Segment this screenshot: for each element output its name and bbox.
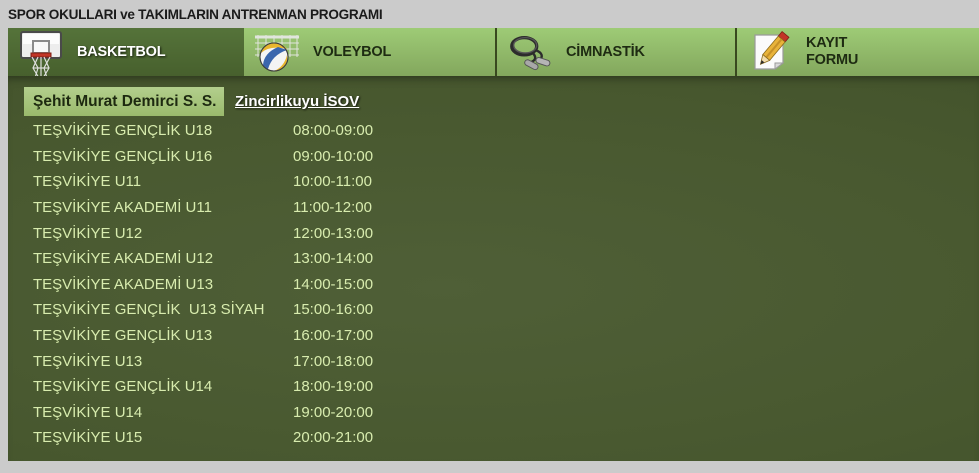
- sport-tab-bar: BASKETBOL: [8, 28, 979, 79]
- team-name: TEŞVİKİYE U15: [33, 429, 143, 447]
- schedule-row: TEŞVİKİYE U14 19:00-20:00: [33, 400, 979, 426]
- tab-label-cimnastik: CİMNASTİK: [566, 43, 645, 60]
- schedule-row: TEŞVİKİYE AKADEMİ U12 13:00-14:00: [33, 246, 979, 272]
- location-selected[interactable]: Şehit Murat Demirci S. S.: [24, 87, 224, 116]
- pencil-form-icon: [747, 28, 793, 76]
- schedule-row: TEŞVİKİYE AKADEMİ U13 14:00-15:00: [33, 272, 979, 298]
- session-time: 20:00-21:00: [293, 429, 374, 447]
- schedule-row: TEŞVİKİYE U13 17:00-18:00: [33, 348, 979, 374]
- schedule-row: TEŞVİKİYE U11 10:00-11:00: [33, 169, 979, 195]
- schedule-row: TEŞVİKİYE GENÇLİK U14 18:00-19:00: [33, 374, 979, 400]
- tab-kayit-formu[interactable]: KAYIT FORMU: [735, 28, 979, 76]
- schedule-row: TEŞVİKİYE GENÇLİK U16 09:00-10:00: [33, 144, 979, 170]
- team-name: TEŞVİKİYE GENÇLİK U18: [33, 122, 213, 140]
- session-time: 09:00-10:00: [293, 147, 374, 165]
- tab-label-kayit-formu: KAYIT FORMU: [806, 35, 859, 68]
- schedule-row: TEŞVİKİYE AKADEMİ U11 11:00-12:00: [33, 195, 979, 221]
- volleyball-icon: [254, 28, 300, 76]
- session-time: 12:00-13:00: [293, 224, 374, 242]
- team-name: TEŞVİKİYE U12: [33, 224, 143, 242]
- team-name: TEŞVİKİYE U14: [33, 403, 143, 421]
- page-title: SPOR OKULLARI ve TAKIMLARIN ANTRENMAN PR…: [8, 6, 383, 22]
- schedule-row: TEŞVİKİYE GENÇLİK U13 16:00-17:00: [33, 323, 979, 349]
- schedule-list: TEŞVİKİYE GENÇLİK U18 08:00-09:00 TEŞVİK…: [33, 118, 979, 451]
- session-time: 16:00-17:00: [293, 327, 374, 345]
- tab-voleybol[interactable]: VOLEYBOL: [244, 28, 495, 76]
- jump-rope-icon: [507, 28, 553, 76]
- schedule-row: TEŞVİKİYE U12 12:00-13:00: [33, 220, 979, 246]
- schedule-row: TEŞVİKİYE GENÇLİK U13 SİYAH 15:00-16:00: [33, 297, 979, 323]
- session-time: 19:00-20:00: [293, 403, 374, 421]
- schedule-row: TEŞVİKİYE GENÇLİK U18 08:00-09:00: [33, 118, 979, 144]
- session-time: 10:00-11:00: [293, 173, 372, 191]
- location-selector-row: Şehit Murat Demirci S. S. Zincirlikuyu İ…: [24, 87, 979, 116]
- tab-label-basketbol: BASKETBOL: [77, 43, 166, 60]
- location-link[interactable]: Zincirlikuyu İSOV: [235, 93, 360, 110]
- team-name: TEŞVİKİYE GENÇLİK U13: [33, 327, 213, 345]
- team-name: TEŞVİKİYE GENÇLİK U16: [33, 147, 213, 165]
- team-name: TEŞVİKİYE U11: [33, 173, 142, 191]
- session-time: 13:00-14:00: [293, 250, 374, 268]
- session-time: 17:00-18:00: [293, 352, 374, 370]
- team-name: TEŞVİKİYE U13: [33, 352, 143, 370]
- team-name: TEŞVİKİYE GENÇLİK U13 SİYAH: [33, 301, 265, 319]
- basketball-hoop-icon: [18, 28, 64, 79]
- title-bar: SPOR OKULLARI ve TAKIMLARIN ANTRENMAN PR…: [0, 0, 979, 28]
- tab-basketbol[interactable]: BASKETBOL: [8, 28, 244, 79]
- team-name: TEŞVİKİYE AKADEMİ U12: [33, 250, 214, 268]
- session-time: 08:00-09:00: [293, 122, 374, 140]
- team-name: TEŞVİKİYE GENÇLİK U14: [33, 378, 213, 396]
- tab-cimnastik[interactable]: CİMNASTİK: [495, 28, 735, 76]
- session-time: 11:00-12:00: [293, 199, 372, 217]
- session-time: 14:00-15:00: [293, 275, 374, 293]
- session-time: 15:00-16:00: [293, 301, 374, 319]
- team-name: TEŞVİKİYE AKADEMİ U11: [33, 199, 212, 217]
- schedule-panel: Şehit Murat Demirci S. S. Zincirlikuyu İ…: [8, 76, 979, 461]
- session-time: 18:00-19:00: [293, 378, 374, 396]
- team-name: TEŞVİKİYE AKADEMİ U13: [33, 275, 214, 293]
- schedule-row: TEŞVİKİYE U15 20:00-21:00: [33, 425, 979, 451]
- tab-label-voleybol: VOLEYBOL: [313, 43, 392, 60]
